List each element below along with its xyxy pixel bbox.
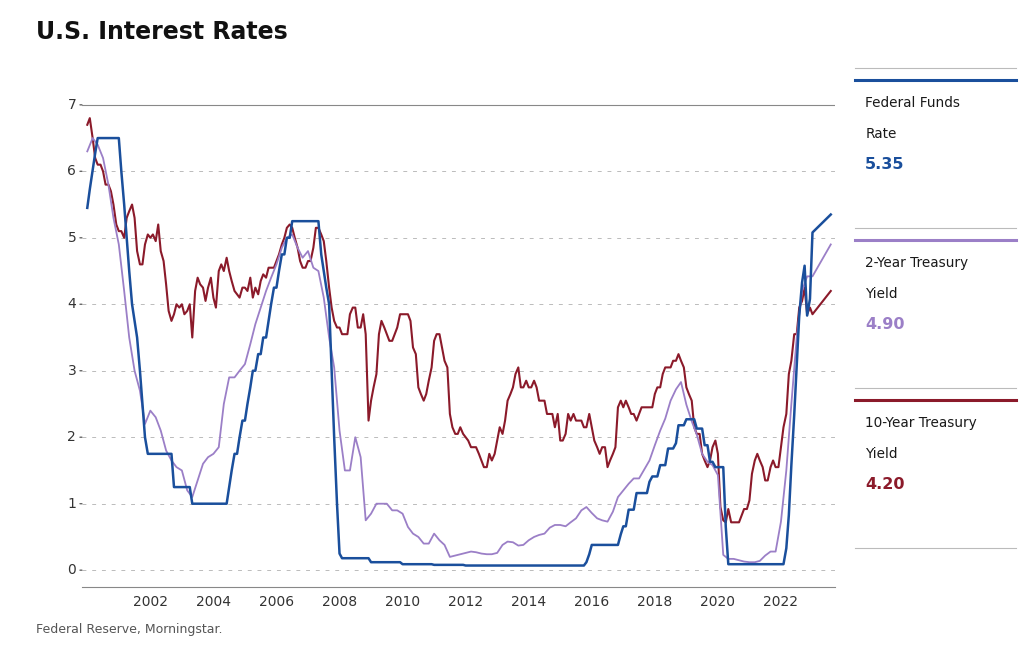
Text: 6: 6 (68, 164, 76, 178)
Text: 5: 5 (68, 231, 76, 244)
Text: Yield: Yield (865, 287, 898, 301)
Text: Rate: Rate (865, 127, 897, 141)
Text: 2-Year Treasury: 2-Year Treasury (865, 256, 969, 270)
Text: Federal Reserve, Morningstar.: Federal Reserve, Morningstar. (36, 623, 222, 636)
Text: 1: 1 (68, 497, 76, 511)
Text: 5.35: 5.35 (865, 157, 905, 172)
Text: 4.20: 4.20 (865, 477, 905, 492)
Text: 0: 0 (68, 563, 76, 577)
Text: Yield: Yield (865, 447, 898, 460)
Text: 10-Year Treasury: 10-Year Treasury (865, 416, 977, 430)
Text: U.S. Interest Rates: U.S. Interest Rates (36, 20, 288, 44)
Text: Federal Funds: Federal Funds (865, 96, 961, 110)
Text: 4.90: 4.90 (865, 317, 905, 332)
Text: 3: 3 (68, 364, 76, 378)
Text: 7: 7 (68, 98, 76, 112)
Text: 4: 4 (68, 297, 76, 311)
Text: 2: 2 (68, 430, 76, 444)
